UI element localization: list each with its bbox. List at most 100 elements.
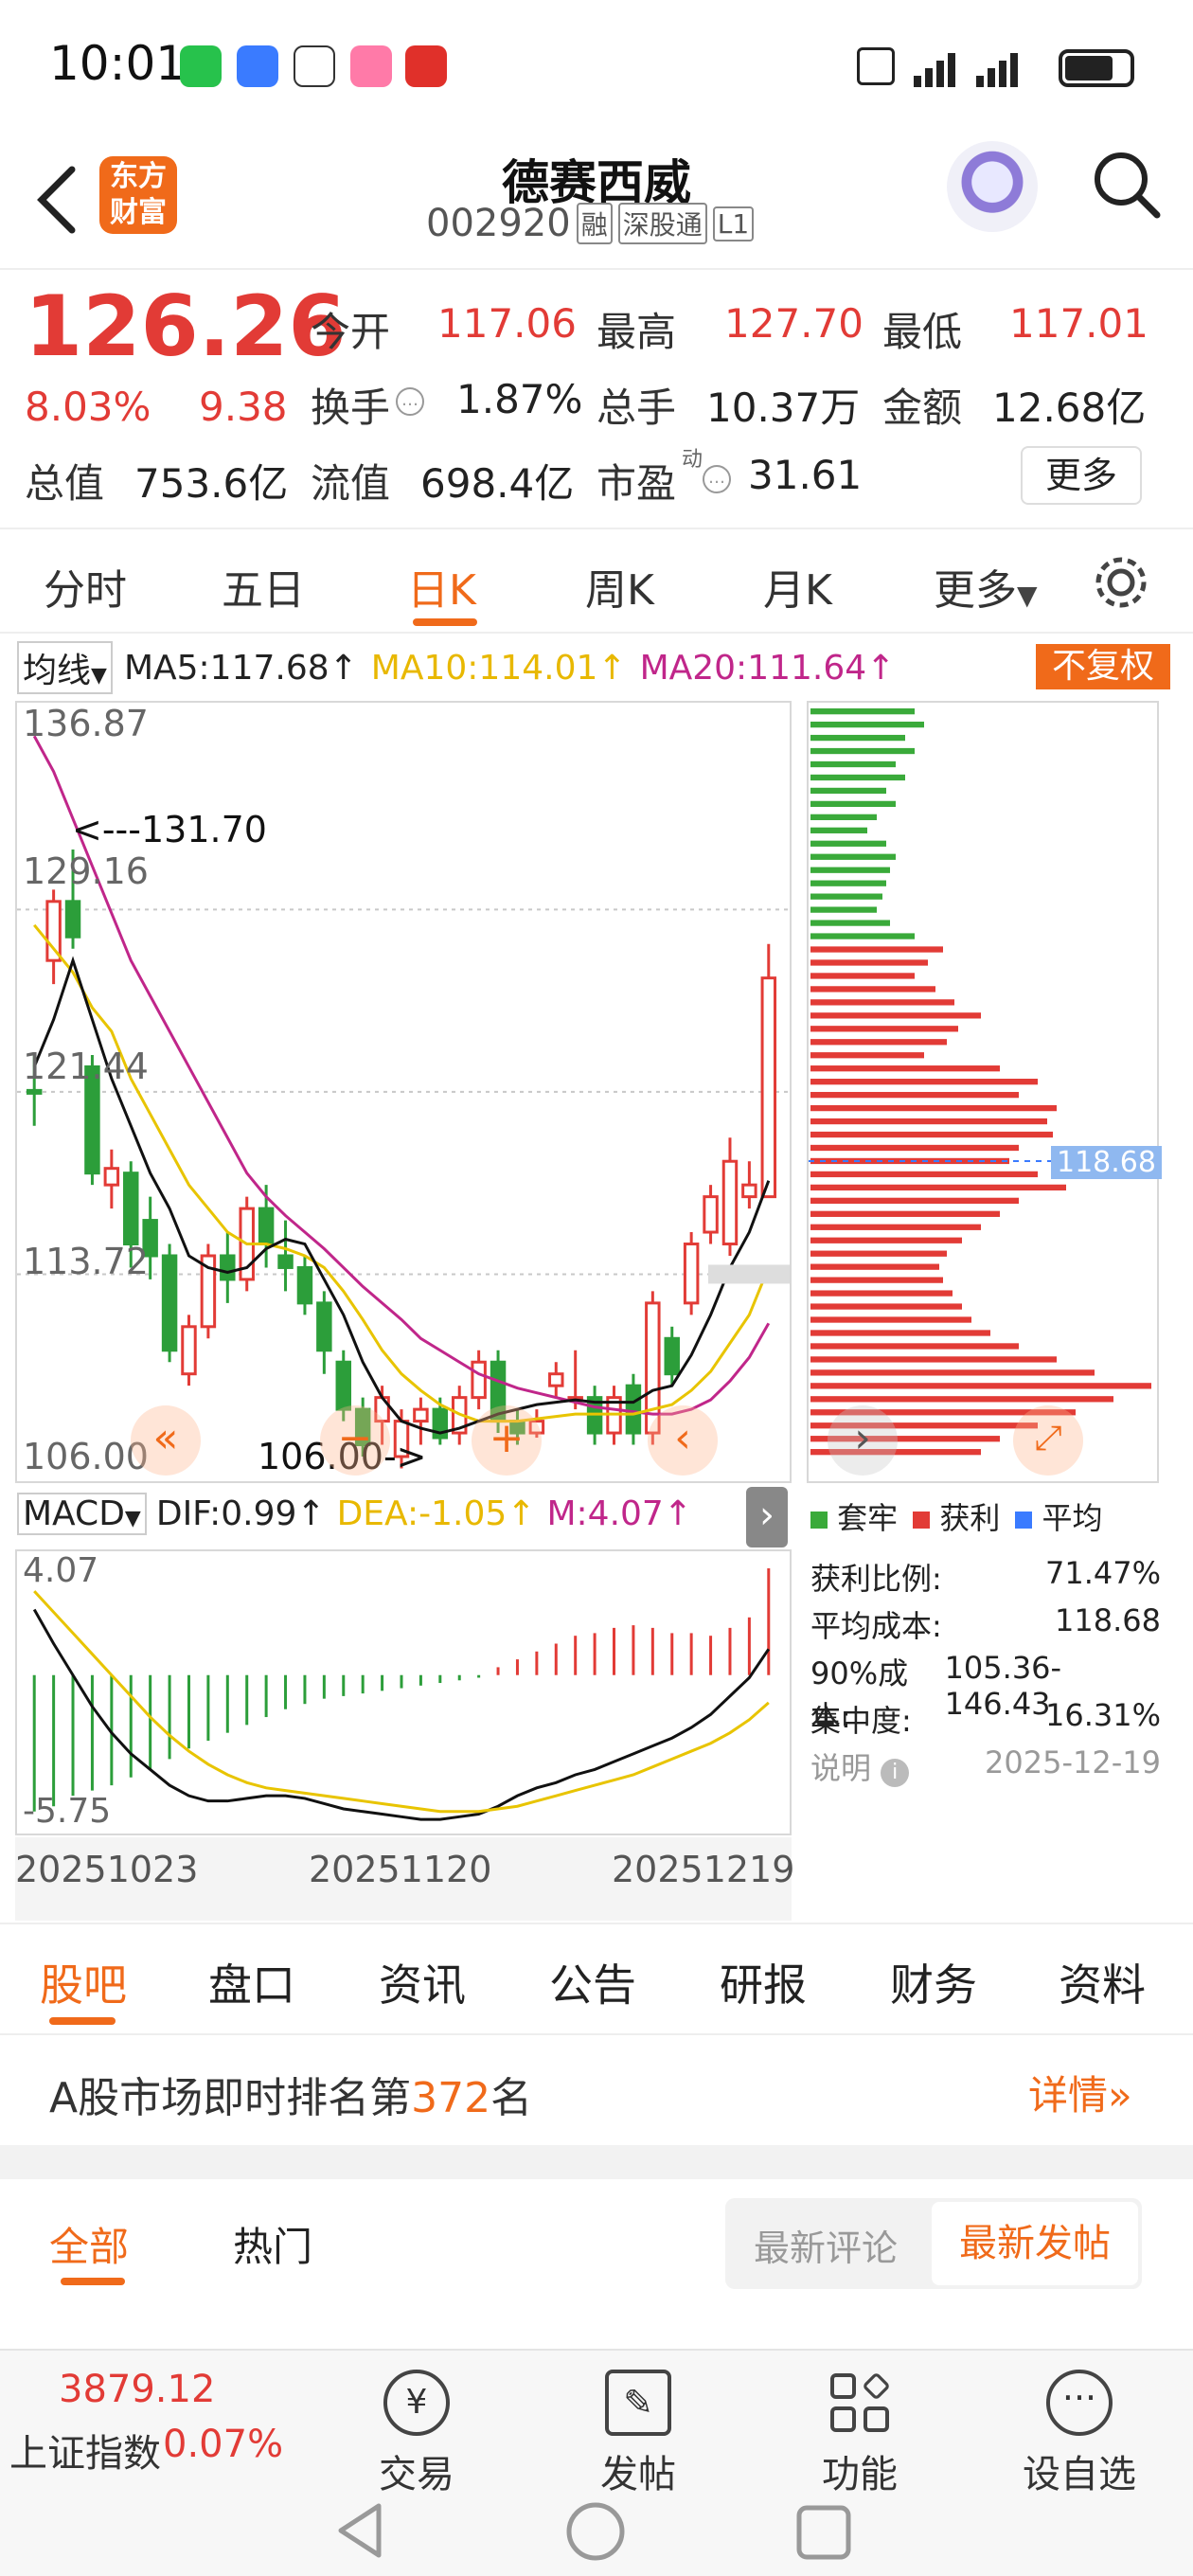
y-tick-4: 113.72 [23,1241,149,1282]
sort-toggle: 最新评论 最新发帖 [725,2198,1142,2289]
sort-latest-post[interactable]: 最新发帖 [932,2202,1138,2285]
expand-icon[interactable]: ⤢ [1013,1405,1083,1476]
chip-bar [810,1157,1009,1165]
adjust-button[interactable]: 不复权 [1036,644,1170,689]
tab-monthly-k[interactable]: 月K [763,566,832,615]
candle-body [625,1384,642,1435]
chip-bar [810,1224,981,1230]
kline-chart-panel[interactable]: 136.87 129.16 121.44 113.72 106.00 <---1… [15,701,792,1483]
date-end: 20251219 [612,1849,795,1890]
tab-news[interactable]: 资讯 [379,1959,466,2011]
pe-value: 31.61 [748,452,863,498]
macd-chart-panel[interactable]: 4.07 -5.75 [15,1549,792,1835]
chip-bar [810,734,905,742]
expand-panel-icon[interactable]: › [746,1487,788,1547]
badge-connect: 深股通 [617,203,707,244]
candle-body [664,1336,680,1376]
chip-bar [810,1396,1113,1403]
chevron-down-icon: ▼ [1017,580,1038,611]
chip-bar [810,1356,1057,1363]
chip-bar [810,893,882,900]
index-name[interactable]: 上证指数 [9,2432,161,2476]
tab-forum[interactable]: 股吧 [40,1959,127,2011]
chip-bar [810,946,943,953]
tab-intraday[interactable]: 分时 [44,566,127,615]
nav-trade[interactable]: ¥ 交易 [341,2370,492,2498]
active-tab-indicator [413,618,477,626]
chip-bar [810,999,954,1006]
tab-research[interactable]: 研报 [720,1959,807,2011]
tab-weekly-k[interactable]: 周K [585,566,654,615]
macd-top-tick: 4.07 [23,1551,99,1590]
stock-name: 德赛西威 [502,155,691,210]
chip-bar [810,1210,1000,1217]
zoom-in-icon[interactable]: + [472,1405,542,1476]
nav-post[interactable]: ✎ 发帖 [562,2370,714,2498]
pe-info-icon[interactable]: … [703,465,731,493]
candle-body [721,1159,739,1246]
ma-selector[interactable]: 均线▼ [17,641,113,694]
tab-financials[interactable]: 财务 [890,1959,977,2011]
chip-row-label: 90%成本: [810,1655,909,1735]
chip-row: 集中度: 16.31% [810,1697,1161,1744]
index-change: 0.07% [163,2423,284,2466]
rank-number: 372 [411,2074,491,2122]
chip-bar [810,1079,1038,1085]
system-recents-icon[interactable] [793,2502,854,2563]
tab-orderbook[interactable]: 盘口 [208,1959,295,2011]
rank-detail-link[interactable]: 详情» [1028,2064,1132,2121]
candle-body [413,1407,429,1423]
nav-functions[interactable]: 功能 [784,2370,935,2498]
ma5-value: MA5:117.68 [123,648,329,688]
chip-bar [810,867,890,873]
up-arrow-icon: ↑ [329,648,358,688]
more-button[interactable]: 更多 [1021,446,1142,505]
system-home-icon[interactable] [564,2500,627,2563]
chip-note[interactable]: 说明 i [810,1744,910,1792]
chip-next-icon[interactable]: › [828,1405,898,1476]
tab-profile[interactable]: 资料 [1059,1959,1146,2011]
info-icon[interactable]: … [396,387,424,416]
chip-bar [810,1263,939,1270]
kline-chart [17,735,790,1469]
nav-watchlist[interactable]: ··· 设自选 [1004,2370,1155,2498]
tab-more[interactable]: 更多▼ [934,556,1038,617]
scroll-left-icon[interactable]: « [131,1405,201,1476]
ma5-line [32,956,771,1435]
nav-functions-label: 功能 [822,2453,898,2496]
up-arrow-icon: ↑ [866,648,896,688]
market-rank-row[interactable]: A股市场即时排名第372名 详情» [0,2033,1193,2143]
low-value: 117.01 [1009,300,1148,347]
signal-icon [914,53,1018,87]
tab-daily-k[interactable]: 日K [407,566,476,615]
chip-bar [810,933,915,939]
chip-bar [810,1026,958,1032]
scroll-prev-icon[interactable]: ‹ [648,1405,718,1476]
candle-body [258,1207,275,1246]
up-arrow-icon: ↑ [597,648,627,688]
assistant-robot-icon[interactable] [947,141,1038,232]
chip-distribution-panel: 118.68 › ⤢ [807,701,1162,1483]
forum-tab-all[interactable]: 全部 [49,2224,130,2270]
sort-latest-comment[interactable]: 最新评论 [754,2227,899,2269]
chip-row-label: 获利比例: [810,1561,942,1597]
settings-gear-icon[interactable] [1091,552,1151,613]
chip-bar [810,1369,1095,1376]
zoom-out-icon[interactable]: − [320,1405,390,1476]
chip-bar [810,1039,947,1046]
candle-body [703,1195,719,1234]
high-value: 127.70 [724,300,864,347]
tab-five-day[interactable]: 五日 [222,566,305,615]
forum-tab-hot[interactable]: 热门 [233,2224,313,2270]
app-icon-3 [405,45,447,87]
tab-announcements[interactable]: 公告 [549,1959,636,2011]
macd-selector[interactable]: MACD▼ [17,1492,147,1535]
candle-body [142,1219,158,1258]
volume-label: 总手 [596,385,677,431]
system-back-icon[interactable] [331,2500,388,2561]
chip-bar [810,986,935,993]
double-chevron-right-icon: » [1108,2072,1132,2119]
candle-body [354,1407,371,1447]
search-icon[interactable] [1089,147,1165,223]
back-arrow-icon[interactable] [34,164,81,236]
